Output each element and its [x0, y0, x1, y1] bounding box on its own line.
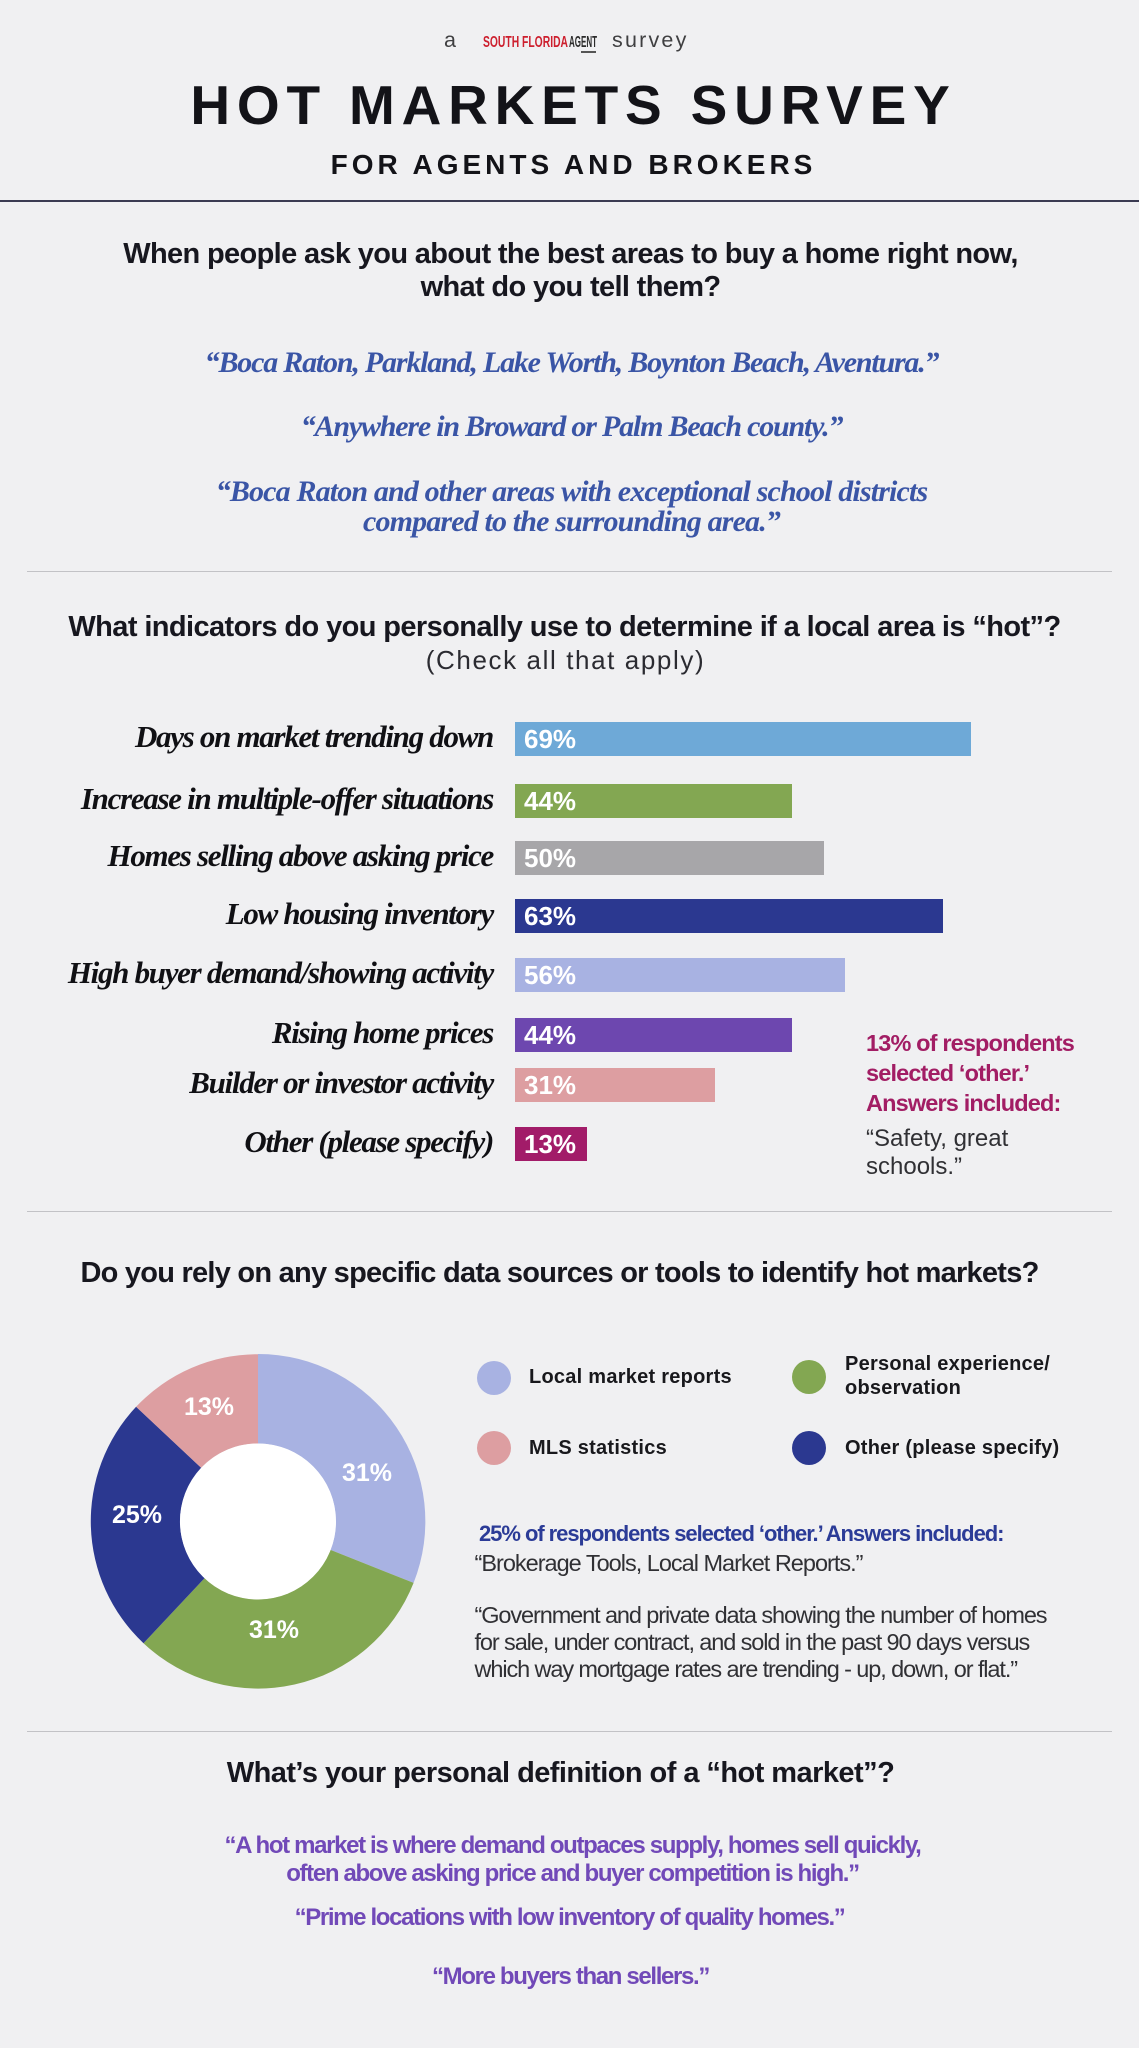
svg-text:25%: 25% [112, 1501, 162, 1529]
svg-text:31%: 31% [342, 1459, 392, 1487]
svg-text:31%: 31% [249, 1616, 299, 1644]
svg-text:13%: 13% [184, 1393, 234, 1421]
